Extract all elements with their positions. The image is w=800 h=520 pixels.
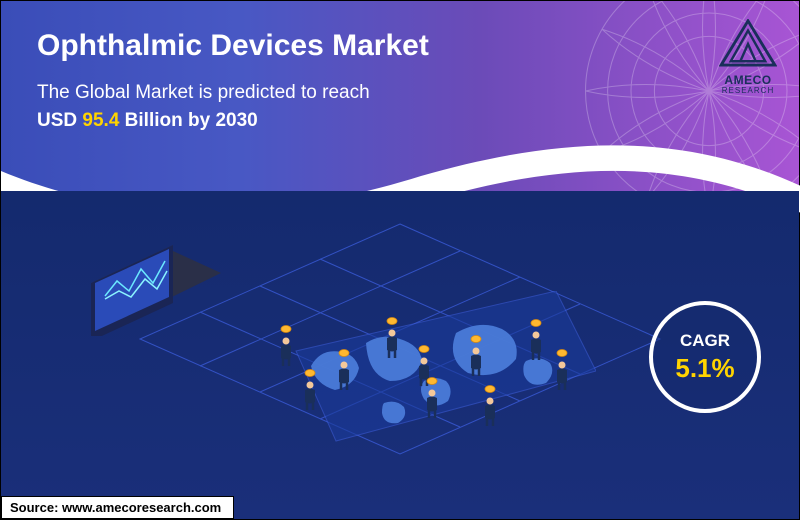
world-map-pane xyxy=(256,291,596,481)
subtitle-mid: Billion by xyxy=(119,110,215,131)
cagr-badge: CAGR 5.1% xyxy=(649,301,761,413)
source-box: Source: www.amecoresearch.com xyxy=(1,496,234,519)
subtitle-year: 2030 xyxy=(215,110,257,131)
brand-logo: AMECO RESEARCH xyxy=(719,19,777,95)
person-icon xyxy=(557,350,567,391)
source-url: www.amecoresearch.com xyxy=(62,500,221,515)
logo-sub: RESEARCH xyxy=(719,86,777,95)
subtitle-line1: The Global Market is predicted to reach xyxy=(37,82,370,103)
person-icon xyxy=(305,370,315,411)
logo-name: AMECO xyxy=(719,74,777,86)
subtitle-prefix: USD xyxy=(37,110,82,131)
person-icon xyxy=(485,386,495,427)
main-title: Ophthalmic Devices Market xyxy=(37,29,429,63)
logo-triangle-icon xyxy=(719,19,777,67)
person-icon xyxy=(281,326,291,367)
subtitle: The Global Market is predicted to reach … xyxy=(37,79,370,134)
infographic-container: Ophthalmic Devices Market The Global Mar… xyxy=(1,1,799,519)
source-label: Source: xyxy=(10,500,62,515)
laptop-icon xyxy=(81,226,231,336)
subtitle-amount: 95.4 xyxy=(82,110,119,131)
cagr-label: CAGR xyxy=(680,331,730,351)
cagr-value: 5.1% xyxy=(675,353,734,384)
